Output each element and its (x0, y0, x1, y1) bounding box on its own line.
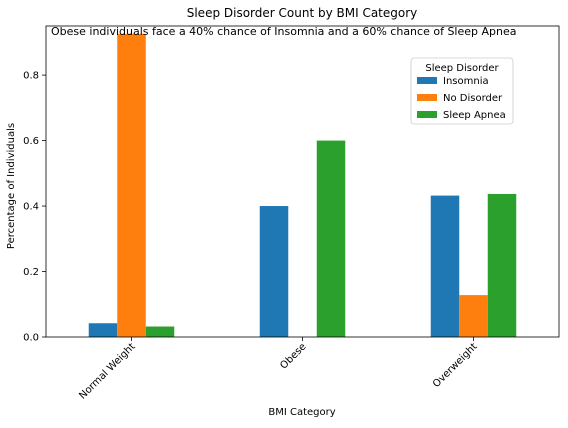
x-axis-label: BMI Category (268, 407, 335, 418)
x-tick-label: Obese (278, 341, 308, 371)
legend-swatch (417, 77, 437, 84)
legend-swatch (417, 111, 437, 118)
y-axis-label: Percentage of Individuals (6, 123, 17, 249)
legend-swatch (417, 94, 437, 101)
x-tick-label: Overweight (431, 341, 480, 390)
legend: Sleep Disorder Insomnia No Disorder Sleep A… (410, 57, 514, 125)
bar-no-disorder-2 (459, 295, 488, 337)
legend-box (410, 57, 514, 125)
bar-sleep-apnea-0 (145, 326, 175, 337)
legend-title: Sleep Disorder (425, 63, 499, 74)
chart-title: Sleep Disorder Count by BMI Category (187, 6, 418, 20)
bar-insomnia-2 (430, 195, 460, 337)
bar-sleep-apnea-1 (316, 140, 346, 337)
y-tick-label: 0.0 (23, 333, 39, 344)
y-tick-label: 0.6 (23, 136, 39, 147)
legend-label: No Disorder (443, 93, 503, 104)
bar-no-disorder-0 (117, 33, 146, 338)
bar-insomnia-0 (88, 323, 118, 337)
y-tick-label: 0.8 (23, 71, 39, 82)
x-tick-label: Normal Weight (77, 341, 137, 401)
legend-label: Sleep Apnea (443, 110, 506, 121)
legend-label: Insomnia (443, 76, 489, 87)
chart-annotation: Obese individuals face a 40% chance of I… (51, 25, 516, 38)
bar-sleep-apnea-2 (487, 193, 517, 337)
y-tick-label: 0.4 (23, 202, 39, 213)
y-tick-label: 0.2 (23, 267, 39, 278)
bar-insomnia-1 (259, 206, 289, 337)
